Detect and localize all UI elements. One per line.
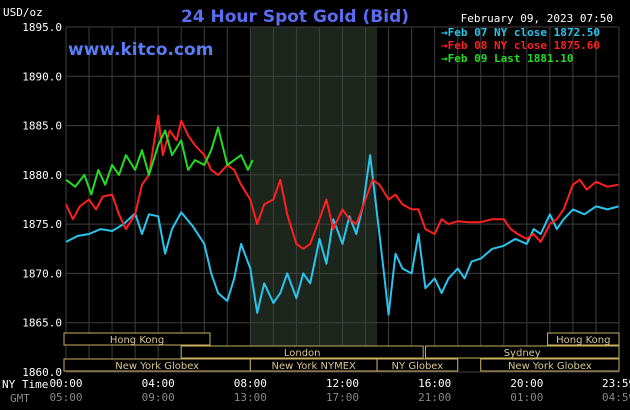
- x-tick-label-gmt: 01:00: [510, 391, 543, 404]
- x-tick-label-gmt: 13:00: [234, 391, 267, 404]
- market-label: Hong Kong: [110, 335, 164, 346]
- y-tick-label: 1865.0: [22, 317, 62, 330]
- legend-entry: →Feb 08 NY close 1875.60: [441, 39, 600, 52]
- x-tick-label-ny: 20:00: [510, 377, 543, 390]
- grid-lines: [65, 26, 620, 373]
- y-tick-label: 1885.0: [22, 120, 62, 133]
- y-tick-label: 1875.0: [22, 218, 62, 231]
- series-line-3: [65, 126, 254, 196]
- market-label: New York Globex: [115, 361, 199, 372]
- y-tick-label: 1880.0: [22, 169, 62, 182]
- x-tick-label-ny: 08:00: [234, 377, 267, 390]
- ny-time-label: NY Time: [2, 378, 48, 391]
- ny-session-shade: [250, 27, 378, 372]
- market-label: London: [284, 348, 321, 359]
- legend-entry: →Feb 07 NY close 1872.50: [441, 26, 600, 39]
- market-label: Hong Kong: [556, 335, 610, 346]
- legend-entry: →Feb 09 Last 1881.10: [441, 52, 573, 65]
- x-tick-label-gmt: 21:00: [418, 391, 451, 404]
- market-label: New York NYMEX: [272, 361, 357, 372]
- chart-date: February 09, 2023 07:50: [461, 12, 613, 25]
- y-axis: 1860.0 1865.0 1870.0 1875.0 1880.0 1885.0 1890…: [22, 21, 62, 379]
- x-tick-label-ny: 23:59: [602, 377, 630, 390]
- market-bar: [376, 358, 459, 372]
- market-label: NY Globex: [392, 361, 444, 372]
- series-lines: [65, 114, 619, 316]
- market-bar: [63, 332, 211, 346]
- x-tick-label-ny: 00:00: [49, 377, 82, 390]
- x-tick-label-gmt: 17:00: [326, 391, 359, 404]
- y-tick-label: 1870.0: [22, 267, 62, 280]
- y-tick-label: 1895.0: [22, 21, 62, 34]
- x-tick-label-ny: 16:00: [418, 377, 451, 390]
- y-tick-label: 1860.0: [22, 366, 62, 379]
- y-unit-label: USD/oz: [3, 6, 43, 19]
- market-label: Sydney: [504, 348, 541, 359]
- site-label: www.kitco.com: [68, 40, 213, 60]
- x-tick-label-gmt: 04:59: [602, 391, 630, 404]
- x-tick-label-ny: 12:00: [326, 377, 359, 390]
- series-line-1: [65, 154, 619, 316]
- x-tick-label-gmt: 09:00: [142, 391, 175, 404]
- series-line-2: [65, 114, 619, 250]
- market-bar: [547, 332, 620, 346]
- chart-title: 24 Hour Spot Gold (Bid): [181, 7, 409, 27]
- market-bar: [480, 358, 620, 372]
- y-tick-label: 1890.0: [22, 70, 62, 83]
- gmt-label: GMT: [10, 392, 30, 405]
- market-session-bars: Hong Kong Hong Kong London Sydney New York G…: [63, 332, 620, 372]
- x-tick-label-gmt: 05:00: [49, 391, 82, 404]
- market-bar: [180, 345, 424, 359]
- market-bar: [424, 345, 620, 359]
- legend: →Feb 07 NY close 1872.50→Feb 08 NY close…: [441, 26, 600, 65]
- x-tick-label-ny: 04:00: [142, 377, 175, 390]
- market-label: New York Globex: [508, 361, 592, 372]
